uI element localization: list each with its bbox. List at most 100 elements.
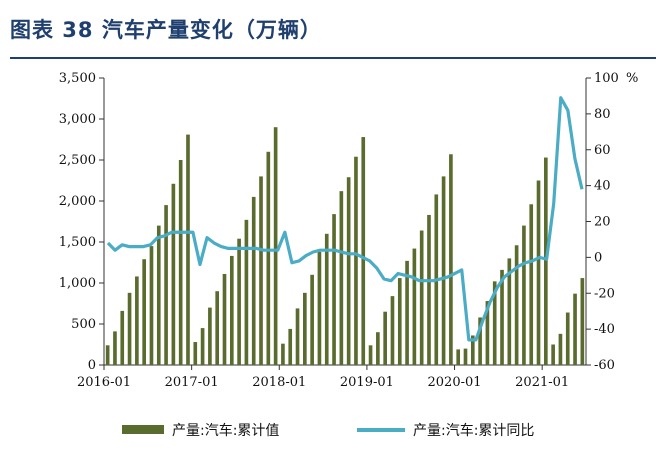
- line-series: [106, 96, 584, 342]
- bar: [266, 151, 271, 365]
- bar: [354, 156, 358, 365]
- bar: [208, 307, 212, 365]
- bar: [449, 154, 453, 365]
- bar: [565, 312, 570, 365]
- bar: [427, 214, 431, 365]
- y-right-tick-label: 0: [594, 250, 602, 265]
- yoy-line: [106, 96, 584, 342]
- bar: [419, 230, 424, 365]
- y-right-tick-label: 40: [594, 179, 611, 194]
- bar: [281, 343, 285, 365]
- axes-group: 0 500 1,000 1,500 2,000 2,500 3,000 3,500 -60 -40…: [59, 71, 639, 390]
- bar: [339, 191, 344, 365]
- bar: [536, 180, 541, 365]
- y-right-tick-label: -60: [594, 358, 615, 373]
- bar: [178, 160, 183, 365]
- bar: [463, 348, 468, 365]
- bar: [156, 225, 161, 365]
- bar: [573, 293, 577, 365]
- legend-line-label: 产量:汽车:累计同比: [413, 422, 534, 439]
- bar: [383, 311, 387, 365]
- y-left-tick-label: 1,500: [59, 235, 96, 250]
- bar: [361, 137, 366, 365]
- legend: 产量:汽车:累计值 产量:汽车:累计同比: [122, 422, 534, 439]
- y-left-tick-label: 2,500: [59, 153, 96, 168]
- bar: [544, 157, 548, 365]
- bar: [412, 248, 417, 365]
- y-left-tick-label: 0: [88, 358, 96, 373]
- y-left-tick-label: 2,000: [59, 194, 96, 209]
- bar: [259, 176, 263, 365]
- y-left-tick-label: 1,000: [59, 276, 96, 291]
- y-right-unit: %: [626, 71, 638, 86]
- x-tick-label: 2016-01: [77, 375, 131, 390]
- bar: [251, 196, 256, 365]
- legend-bar-label: 产量:汽车:累计值: [172, 422, 279, 439]
- bar: [507, 258, 512, 365]
- bar: [492, 281, 497, 365]
- y-left-tick-label: 3,500: [59, 71, 96, 86]
- bar-series: [105, 127, 585, 365]
- bar: [514, 245, 519, 365]
- y-right-tick-label: -40: [594, 322, 615, 337]
- bar: [558, 333, 563, 365]
- bar: [288, 328, 293, 365]
- bar: [295, 308, 300, 365]
- bar: [171, 183, 176, 365]
- bar: [186, 134, 190, 365]
- bar: [317, 251, 322, 365]
- bar: [215, 291, 220, 365]
- x-tick-label: 2017-01: [165, 375, 219, 390]
- bar: [456, 349, 461, 365]
- bar: [500, 269, 504, 365]
- bar: [237, 238, 241, 365]
- bar: [551, 344, 555, 365]
- bar: [273, 127, 278, 365]
- bar: [397, 278, 402, 365]
- y-left-tick-label: 500: [71, 317, 96, 332]
- x-tick-label: 2018-01: [252, 375, 306, 390]
- y-right-tick-label: 100: [594, 71, 619, 86]
- bar: [229, 255, 234, 365]
- bar: [529, 204, 534, 365]
- bar: [244, 219, 249, 365]
- bar: [164, 205, 168, 365]
- bar: [390, 296, 395, 365]
- bar: [470, 335, 475, 365]
- bar: [405, 260, 409, 365]
- bar: [324, 233, 329, 365]
- y-right-tick-label: 60: [594, 143, 611, 158]
- bar: [580, 278, 585, 365]
- bar: [522, 225, 526, 365]
- bar: [485, 301, 490, 365]
- bar: [441, 176, 446, 365]
- chart-title: 图表 38 汽车产量变化（万辆）: [10, 18, 322, 42]
- bar: [200, 328, 205, 365]
- y-right-tick-label: 20: [594, 215, 611, 230]
- x-tick-label: 2019-01: [340, 375, 394, 390]
- bar: [346, 177, 351, 365]
- title-underline: [10, 57, 656, 59]
- legend-bar-swatch: [122, 425, 164, 434]
- bar: [105, 345, 110, 365]
- x-tick-label: 2020-01: [428, 375, 482, 390]
- bar: [376, 332, 380, 365]
- bar: [310, 274, 314, 365]
- bar: [127, 292, 132, 365]
- bar: [142, 259, 146, 365]
- bar: [149, 246, 154, 365]
- y-left-tick-label: 3,000: [59, 112, 96, 127]
- bar: [478, 317, 482, 365]
- bar: [120, 310, 125, 365]
- bar: [113, 331, 117, 365]
- bar: [332, 214, 336, 365]
- bar: [193, 342, 198, 365]
- bar: [135, 276, 139, 365]
- bar: [222, 273, 227, 365]
- x-tick-label: 2021-01: [515, 375, 569, 390]
- bar: [368, 345, 373, 365]
- y-right-tick-label: 80: [594, 107, 611, 122]
- y-right-tick-label: -20: [594, 286, 615, 301]
- bar: [303, 292, 307, 365]
